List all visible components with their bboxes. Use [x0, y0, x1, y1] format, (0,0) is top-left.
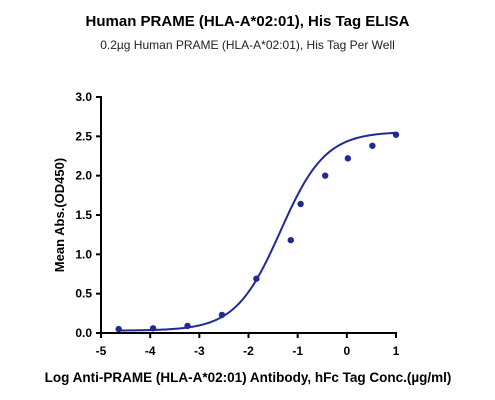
data-point [184, 322, 191, 330]
x-tick-label: 1 [393, 344, 400, 358]
data-point [344, 155, 352, 162]
y-axis-title: Mean Abs.(OD450) [52, 158, 67, 272]
chart-title: Human PRAME (HLA-A*02:01), His Tag ELISA [85, 13, 410, 30]
y-tick-label: 1.5 [75, 208, 92, 222]
chart-subtitle: 0.2µg Human PRAME (HLA-A*02:01), His Tag… [100, 38, 395, 52]
data-point [369, 142, 376, 149]
y-tick-label: 3.0 [75, 90, 92, 104]
x-tick-label: 0 [343, 344, 350, 358]
data-point [392, 131, 400, 138]
data-point [253, 275, 260, 282]
y-tick-label: 2.5 [75, 129, 92, 143]
data-point [322, 172, 329, 179]
data-point [297, 200, 304, 208]
y-tick-label: 1.0 [75, 247, 92, 261]
x-tick-label: -2 [243, 344, 254, 358]
y-tick-label: 2.0 [75, 169, 92, 183]
y-ticks: 0.0 0.5 1.0 1.5 2.0 2.5 3.0 [75, 90, 101, 340]
axes: -5 -4 -3 -2 -1 0 1 0.0 0.5 1.0 1.5 2.0 2.5 3.0 [75, 90, 399, 358]
x-tick-label: -4 [145, 344, 156, 358]
data-point [115, 325, 122, 333]
fit-curve [118, 131, 397, 332]
x-tick-label: -1 [292, 344, 303, 358]
x-axis-title: Log Anti-PRAME (HLA-A*02:01) Antibody, h… [45, 370, 452, 385]
y-tick-label: 0.5 [75, 287, 92, 301]
data-point [218, 311, 226, 319]
x-tick-label: -5 [96, 344, 107, 358]
y-tick-label: 0.0 [75, 326, 92, 340]
data-points [115, 131, 400, 333]
data-point [287, 236, 294, 244]
data-point [149, 325, 157, 332]
x-ticks: -5 -4 -3 -2 -1 0 1 [96, 333, 400, 358]
x-tick-label: -3 [194, 344, 205, 358]
